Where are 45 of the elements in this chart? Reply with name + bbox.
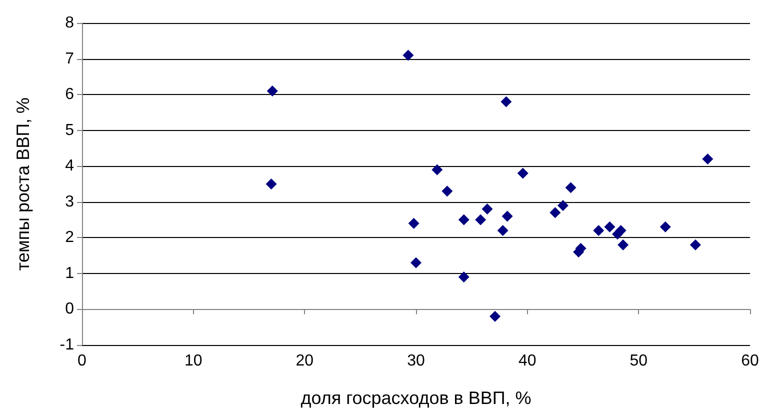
x-tick-label: 40 xyxy=(518,352,536,370)
point xyxy=(458,214,470,226)
y-tick-label: 6 xyxy=(65,86,74,104)
y-tick-label: 5 xyxy=(65,122,74,139)
y-tick-label: 0 xyxy=(65,300,74,318)
y-tick-label: 1 xyxy=(65,264,74,282)
x-tick-label: 50 xyxy=(630,352,648,370)
y-tick-label: 4 xyxy=(65,158,74,175)
point xyxy=(408,218,420,229)
x-tick-label: 30 xyxy=(407,352,425,370)
point xyxy=(615,225,626,236)
x-tick-label: 60 xyxy=(741,352,759,370)
y-tick-label: 3 xyxy=(65,193,74,210)
point xyxy=(266,178,277,190)
point xyxy=(497,225,508,236)
point xyxy=(502,210,513,222)
point xyxy=(593,225,604,236)
point xyxy=(482,204,493,215)
x-tick-label: 10 xyxy=(184,352,202,370)
point xyxy=(702,153,714,164)
point xyxy=(550,207,561,218)
point xyxy=(618,239,629,250)
point xyxy=(557,200,568,211)
x-axis-title: доля госрасходов в ВВП, % xyxy=(300,388,532,408)
point xyxy=(565,182,576,194)
y-axis-title: темпы роста ВВП, % xyxy=(13,97,33,271)
point xyxy=(490,310,501,322)
point xyxy=(402,50,414,61)
point xyxy=(660,221,671,232)
y-tick-label: -1 xyxy=(60,336,74,354)
point xyxy=(475,214,486,226)
x-tick-label: 0 xyxy=(78,352,87,370)
x-tick-label: 20 xyxy=(296,352,314,370)
point xyxy=(442,186,453,197)
y-tick-label: 7 xyxy=(65,50,74,68)
point xyxy=(604,221,616,232)
point xyxy=(690,239,701,250)
point xyxy=(517,168,528,179)
point xyxy=(500,96,512,108)
point xyxy=(266,85,278,96)
point xyxy=(458,272,470,283)
y-tick-label: 2 xyxy=(65,229,74,246)
y-tick-label: 8 xyxy=(65,14,74,32)
point xyxy=(432,164,443,176)
point xyxy=(410,257,422,268)
